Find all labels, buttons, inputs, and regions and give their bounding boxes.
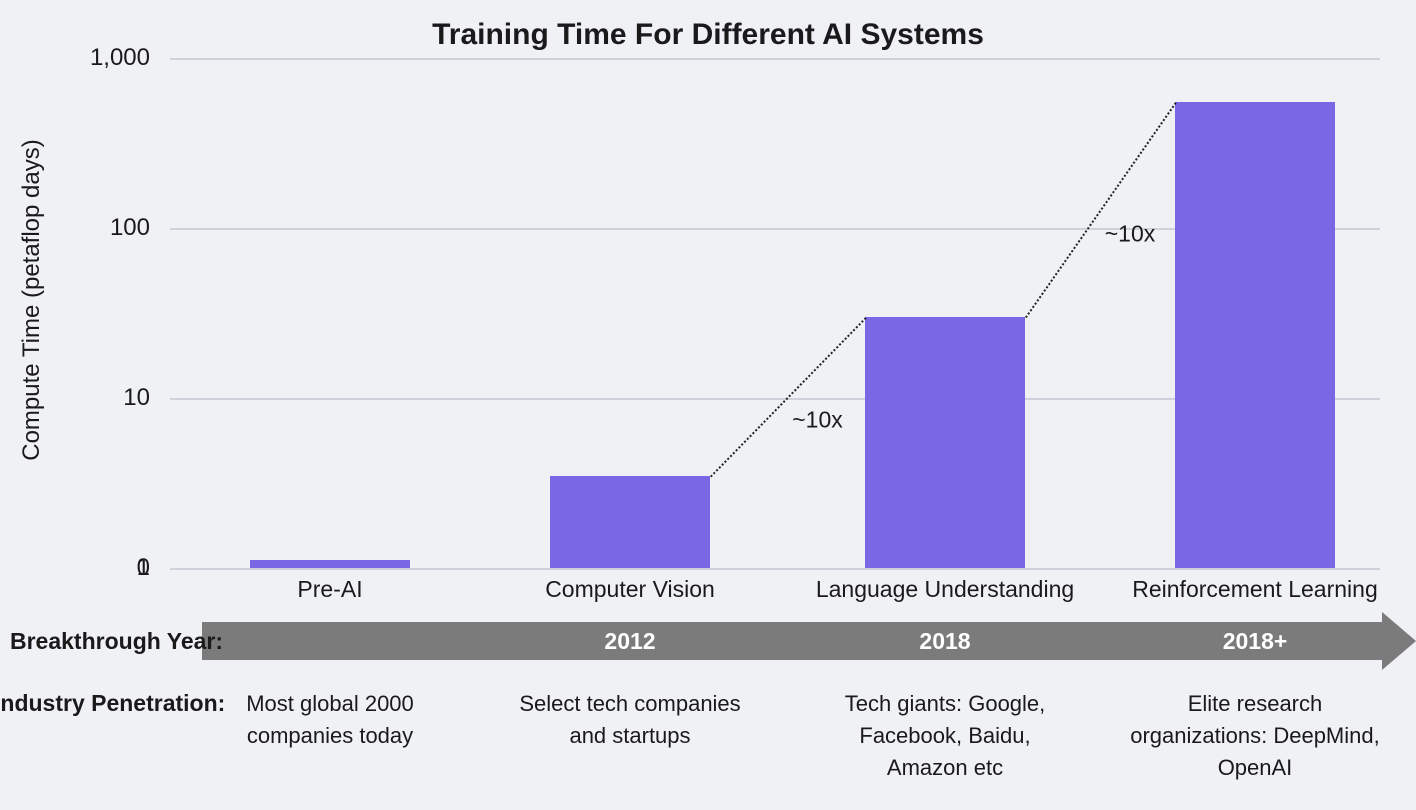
category-label: Computer Vision [545,576,715,603]
bar [250,560,410,568]
y-axis-label: Compute Time (petaflop days) [18,139,46,460]
penetration-text: Tech giants: Google, Facebook, Baidu, Am… [820,688,1070,784]
connector-line [1025,102,1177,318]
category-label: Pre-AI [297,576,362,603]
connector-line [710,317,866,477]
gridline [170,58,1380,60]
breakthrough-year: 2018+ [1223,622,1288,660]
breakthrough-year: 2012 [604,622,655,660]
y-tick-label: 1,000 [30,44,150,72]
gridline [170,568,1380,570]
category-label: Language Understanding [816,576,1074,603]
bar [550,476,710,568]
bar [865,317,1025,568]
penetration-text: Most global 2000 companies today [205,688,455,752]
plot-area: ~10x ~10x [170,58,1380,568]
breakthrough-arrow-head [1382,612,1416,670]
multiplier-label: ~10x [792,407,843,434]
multiplier-label: ~10x [1105,220,1156,247]
breakthrough-row-label: Breakthrough Year: [10,628,223,655]
y-tick-label: 1 [30,554,150,582]
y-tick-label: 100 [30,214,150,242]
chart-title: Training Time For Different AI Systems [0,18,1416,52]
bar [1175,102,1335,568]
y-tick-label: 10 [30,384,150,412]
penetration-row-label: Industry Penetration: [0,690,225,717]
breakthrough-year: 2018 [919,622,970,660]
penetration-text: Elite research organizations: DeepMind, … [1130,688,1380,784]
category-label: Reinforcement Learning [1132,576,1377,603]
breakthrough-arrow [202,622,1382,660]
penetration-text: Select tech companies and startups [505,688,755,752]
